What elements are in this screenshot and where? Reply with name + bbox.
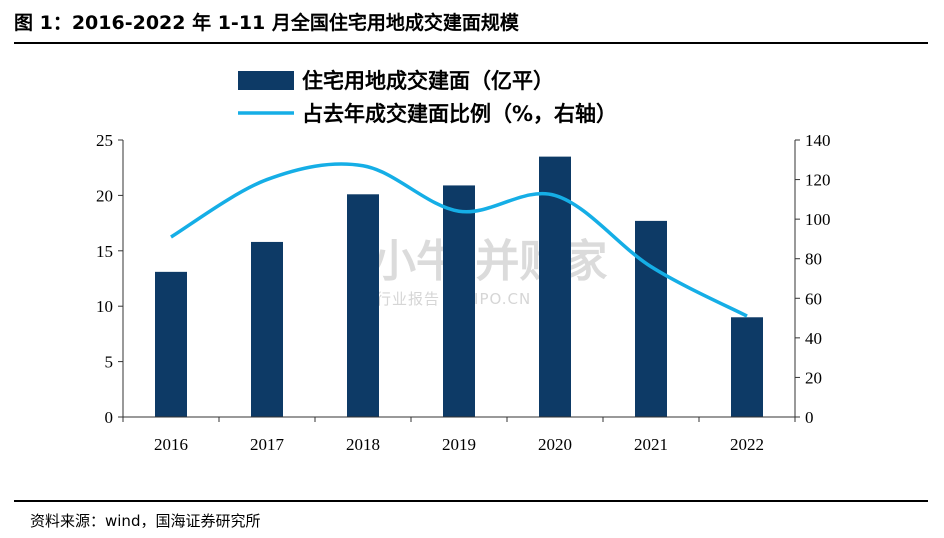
right-tick-label: 40	[805, 329, 822, 348]
left-tick-label: 5	[105, 353, 114, 372]
right-tick-label: 120	[805, 171, 831, 190]
x-tick-label: 2022	[730, 435, 764, 454]
legend-bar-label: 住宅用地成交建面（亿平）	[302, 69, 554, 93]
right-tick-label: 140	[805, 131, 831, 150]
right-tick-label: 100	[805, 210, 831, 229]
right-tick-label: 0	[805, 408, 814, 427]
figure-title: 图 1：2016-2022 年 1-11 月全国住宅用地成交建面规模	[14, 12, 519, 34]
left-tick-label: 25	[96, 131, 113, 150]
top-rule	[14, 42, 928, 44]
left-tick-label: 15	[96, 242, 113, 261]
bar-2018	[347, 194, 379, 417]
left-tick-label: 0	[105, 408, 114, 427]
x-tick-label: 2021	[634, 435, 668, 454]
source-note: 资料来源：wind，国海证券研究所	[30, 512, 261, 530]
left-tick-label: 20	[96, 186, 113, 205]
watermark-main: 小牛 并购家	[372, 236, 607, 287]
right-tick-label: 60	[805, 289, 822, 308]
bar-2021	[635, 220, 667, 417]
right-tick-label: 20	[805, 368, 822, 387]
ratio-line	[170, 162, 748, 318]
legend: 住宅用地成交建面（亿平） 占去年成交建面比例（%，右轴）	[238, 69, 617, 126]
legend-line-label: 占去年成交建面比例（%，右轴）	[302, 102, 617, 126]
bar-2022	[731, 317, 763, 417]
bar-2019	[443, 185, 475, 417]
right-tick-label: 80	[805, 250, 822, 269]
bottom-rule	[14, 500, 928, 502]
x-tick-label: 2020	[538, 435, 572, 454]
bar-2016	[155, 271, 187, 417]
x-tick-label: 2019	[442, 435, 476, 454]
x-tick-label: 2016	[154, 435, 188, 454]
watermark: 小牛 并购家 行业报告 IPOIPO.CN	[372, 236, 607, 308]
tick-labels: 0 5 10 15 20 25 0 20 40 60 80 100 120 140 2016 2017 2018…	[96, 131, 831, 454]
legend-bar-swatch	[238, 71, 294, 90]
axes	[118, 139, 800, 422]
x-tick-label: 2017	[250, 435, 285, 454]
left-tick-label: 10	[96, 297, 113, 316]
bar-2017	[251, 241, 283, 417]
bars	[155, 156, 763, 417]
x-tick-label: 2018	[346, 435, 380, 454]
